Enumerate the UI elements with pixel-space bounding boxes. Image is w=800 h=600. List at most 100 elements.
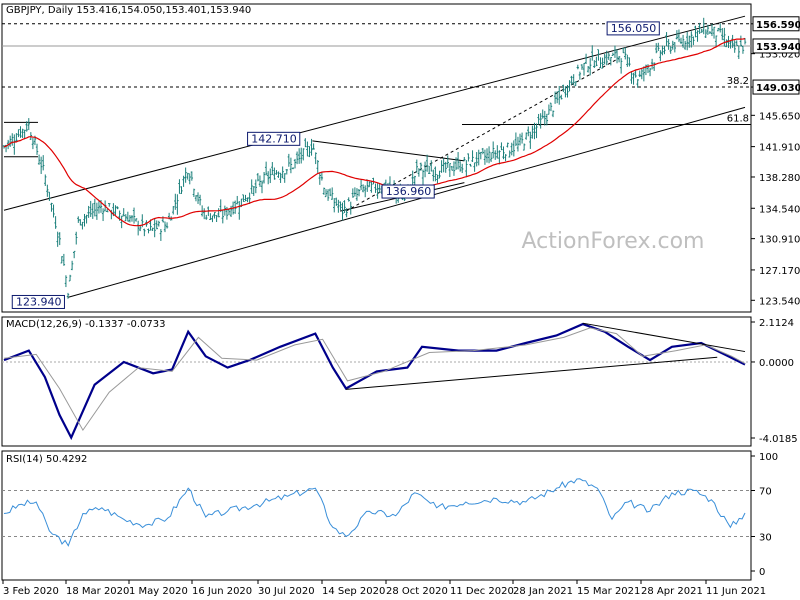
- price-bar: [349, 201, 352, 215]
- price-bar: [114, 205, 117, 216]
- price-bar: [430, 160, 433, 172]
- price-bar: [444, 161, 447, 173]
- price-bar: [143, 228, 146, 237]
- price-bar: [353, 187, 357, 197]
- price-bar: [297, 148, 301, 164]
- price-bar: [568, 80, 571, 92]
- price-bar: [291, 167, 295, 170]
- price-bar: [737, 45, 741, 60]
- price-bar: [489, 152, 493, 162]
- price-bar: [708, 31, 712, 34]
- macd-title: MACD(12,26,9) -0.1337 -0.0733: [6, 319, 166, 330]
- price-bar: [50, 202, 53, 212]
- price-bar: [196, 192, 200, 204]
- price-bar: [21, 128, 24, 138]
- price-bar: [458, 161, 462, 172]
- price-bar: [690, 31, 693, 48]
- price-bar: [475, 152, 478, 167]
- price-bar: [275, 170, 278, 175]
- panel-frame: [1, 316, 752, 447]
- price-bar: [432, 169, 435, 182]
- price-bar: [675, 30, 679, 40]
- price-bar: [642, 66, 646, 82]
- price-bar: [370, 180, 373, 193]
- triangle-upper-line: [312, 140, 465, 162]
- price-bar: [434, 166, 437, 182]
- price-bar: [500, 142, 503, 151]
- price-bar: [58, 232, 61, 246]
- price-bar: [504, 154, 507, 162]
- x-tick-label: 18 Mar 2020: [66, 586, 129, 597]
- price-bar: [256, 173, 260, 182]
- price-bar: [508, 150, 511, 158]
- price-bar: [681, 34, 685, 48]
- price-bar: [277, 171, 280, 178]
- price-bar: [714, 35, 718, 48]
- price-bar: [558, 85, 561, 105]
- price-bar: [205, 214, 208, 220]
- price-bar: [448, 163, 452, 178]
- price-bar: [44, 174, 47, 186]
- price-bar: [155, 220, 158, 230]
- price-bar: [622, 47, 625, 54]
- price-bar: [673, 42, 677, 53]
- price-bar: [23, 129, 26, 140]
- price-bar: [192, 188, 196, 197]
- price-bar: [211, 215, 214, 223]
- price-bar: [42, 155, 45, 171]
- price-bar: [723, 27, 726, 47]
- price-bar: [374, 183, 377, 193]
- price-bar: [551, 110, 555, 118]
- level-tag-box: [752, 38, 800, 54]
- price-bar: [378, 183, 381, 194]
- price-bar: [322, 187, 326, 195]
- price-bar: [467, 153, 470, 162]
- price-bar: [337, 199, 340, 213]
- x-tick-label: 1 May 2020: [129, 586, 188, 597]
- price-bar: [650, 58, 654, 70]
- price-bar: [39, 156, 43, 174]
- macd-series-signal: [3, 327, 746, 432]
- price-bar: [108, 203, 111, 207]
- price-bar: [591, 45, 594, 61]
- rsi-title: RSI(14) 50.4292: [6, 454, 87, 465]
- price-bar: [593, 60, 596, 68]
- price-bar: [491, 141, 495, 159]
- price-bar: [361, 184, 365, 193]
- price-bar: [264, 161, 268, 176]
- price-bar: [364, 185, 367, 198]
- watermark: ActionForex.com: [522, 229, 705, 254]
- price-bar: [520, 132, 524, 144]
- price-bar: [677, 29, 681, 42]
- price-bar: [134, 218, 138, 222]
- price-bar: [172, 206, 175, 215]
- price-bar: [19, 126, 22, 138]
- price-bar: [339, 201, 342, 211]
- price-bar: [227, 209, 231, 216]
- rsi-y-tick-label: 100: [759, 452, 778, 463]
- price-bar: [359, 179, 363, 190]
- price-bar: [25, 121, 28, 132]
- rsi-y-tick-label: 30: [759, 533, 772, 544]
- x-tick-label: 11 Dec 2020: [450, 586, 514, 597]
- trend-channel-line: [68, 106, 746, 298]
- price-bar: [126, 211, 130, 222]
- price-bar: [485, 148, 489, 163]
- price-bar: [302, 148, 305, 161]
- price-bar: [702, 17, 705, 35]
- price-bar: [543, 110, 546, 126]
- price-bar: [655, 43, 658, 54]
- price-bar: [357, 189, 361, 197]
- price-bar: [688, 35, 691, 48]
- price-bar: [287, 153, 291, 167]
- price-bar: [601, 57, 604, 69]
- price-label: 156.050: [611, 22, 657, 35]
- price-bar: [258, 175, 262, 187]
- price-bar: [733, 40, 736, 53]
- price-bar: [741, 45, 745, 54]
- price-bar: [368, 181, 371, 188]
- price-bar: [452, 161, 456, 176]
- price-bar: [267, 171, 270, 185]
- price-bar: [712, 26, 716, 39]
